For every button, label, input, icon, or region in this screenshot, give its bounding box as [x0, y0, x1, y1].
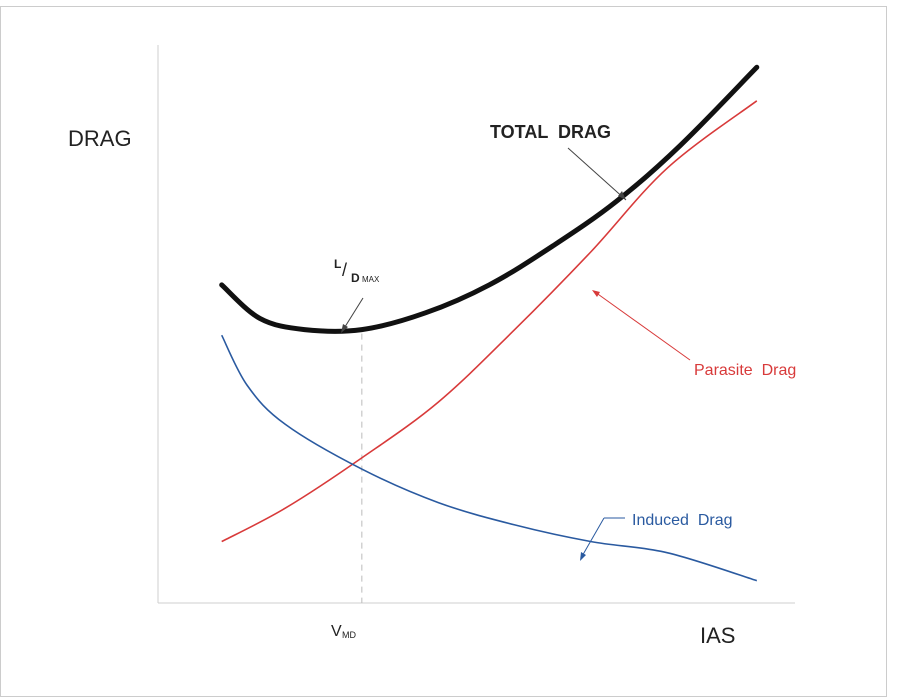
parasite-drag-leader — [594, 291, 691, 361]
total-drag-leader — [567, 147, 627, 201]
ld-max-leader — [342, 297, 364, 331]
ld-max-l: L — [334, 257, 341, 271]
vmd-v: V — [331, 623, 342, 640]
parasite-drag-arrowhead — [592, 290, 600, 297]
induced-drag-label: Induced Drag — [632, 512, 733, 529]
ld-max-arrowhead — [341, 324, 348, 333]
frame — [0, 6, 887, 697]
induced-drag-arrowhead — [580, 552, 586, 561]
total-drag-curve — [219, 64, 760, 334]
x-axis-label: IAS — [700, 623, 735, 648]
induced-drag-curve — [220, 334, 758, 582]
parasite-drag-curve — [221, 100, 758, 543]
total-drag-label: TOTAL DRAG — [490, 122, 611, 142]
parasite-drag-label: Parasite Drag — [694, 362, 796, 379]
ld-max-sub: MAX — [362, 275, 380, 284]
ld-max-label: L / D MAX — [334, 257, 380, 285]
vmd-label: V MD — [331, 623, 356, 640]
y-axis-label: DRAG — [68, 126, 132, 151]
total-drag-arrowhead — [618, 191, 626, 200]
ld-max-d: D — [351, 271, 360, 285]
induced-drag-leader — [580, 517, 605, 559]
vmd-sub: MD — [342, 630, 356, 640]
ld-max-slash: / — [342, 260, 347, 280]
